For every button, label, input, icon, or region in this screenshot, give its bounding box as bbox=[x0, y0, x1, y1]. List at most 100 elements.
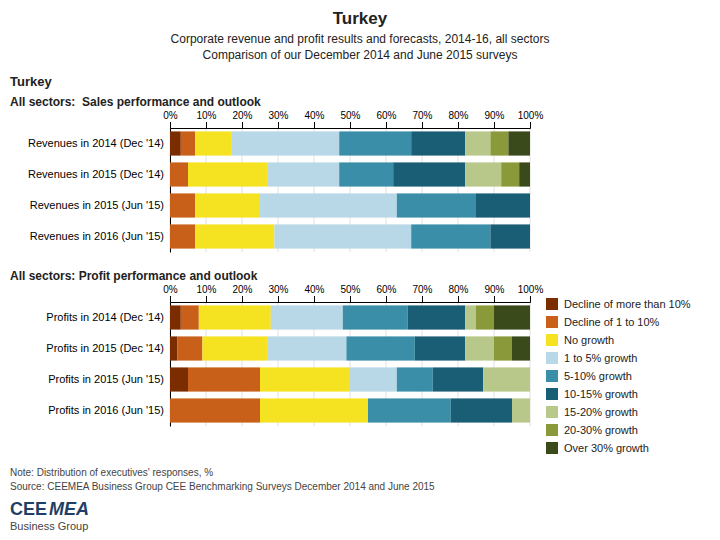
series bbox=[170, 131, 181, 155]
subtitle: Corporate revenue and profit results and… bbox=[171, 32, 550, 46]
x-axis: 0%10%20%30%40%50%60%70%80%90%100% bbox=[163, 110, 543, 129]
x-tick-mark bbox=[458, 296, 459, 302]
bar-segment bbox=[188, 367, 260, 391]
bar-segment bbox=[271, 305, 343, 329]
y-tick: Revenues in 2016 (Jun '15) bbox=[30, 230, 170, 242]
x-tick: 50% bbox=[340, 284, 360, 302]
x-tick-label: 60% bbox=[376, 284, 396, 295]
bar-segment bbox=[530, 224, 531, 248]
legend-swatch bbox=[546, 334, 558, 346]
bar-segment bbox=[368, 398, 451, 422]
bar-segment bbox=[476, 305, 494, 329]
plot: 0%10%20%30%40%50%60%70%80%90%100%Profits… bbox=[46, 284, 543, 427]
chart-title: All sectors: Profit performance and outl… bbox=[10, 269, 258, 283]
x-tick-mark bbox=[494, 296, 495, 302]
legend-item: Over 30% growth bbox=[546, 442, 649, 454]
y-tick-label: Profits in 2014 (Dec '14) bbox=[46, 311, 164, 323]
bar-segment bbox=[350, 367, 397, 391]
legend-item: 10-15% growth bbox=[546, 388, 638, 400]
x-tick: 60% bbox=[376, 110, 396, 128]
x-tick-label: 30% bbox=[268, 110, 288, 121]
legend-label: 20-30% growth bbox=[564, 424, 638, 436]
x-tick-mark bbox=[170, 296, 171, 302]
y-tick-label: Profits in 2015 (Jun '15) bbox=[48, 373, 164, 385]
x-tick-label: 40% bbox=[304, 284, 324, 295]
legend-label: Decline of 1 to 10% bbox=[564, 316, 660, 328]
x-tick-mark bbox=[530, 296, 531, 302]
bar-segment bbox=[519, 162, 530, 186]
x-tick-mark bbox=[242, 296, 243, 302]
bar-segment bbox=[195, 224, 274, 248]
legend-swatch bbox=[546, 442, 558, 454]
bar-segment bbox=[393, 162, 465, 186]
x-tick: 70% bbox=[412, 284, 432, 302]
bar-segment bbox=[415, 336, 465, 360]
logo-subtext: Business Group bbox=[10, 520, 88, 532]
x-tick-mark bbox=[422, 122, 423, 128]
legend-swatch bbox=[546, 352, 558, 364]
x-tick: 30% bbox=[268, 110, 288, 128]
bar-segment bbox=[476, 193, 530, 217]
grid bbox=[170, 128, 530, 252]
x-tick-mark bbox=[350, 122, 351, 128]
y-tick-label: Revenues in 2014 (Dec '14) bbox=[28, 137, 164, 149]
x-tick: 50% bbox=[340, 110, 360, 128]
x-tick-label: 0% bbox=[163, 110, 178, 121]
series bbox=[393, 131, 530, 248]
y-axis: Revenues in 2014 (Dec '14) Revenues in 20… bbox=[28, 129, 171, 253]
legend-label: Decline of more than 10% bbox=[564, 298, 691, 310]
x-tick-mark bbox=[422, 296, 423, 302]
series bbox=[494, 305, 530, 360]
legend-swatch bbox=[546, 298, 558, 310]
legend-label: 10-15% growth bbox=[564, 388, 638, 400]
bar-segment bbox=[465, 162, 501, 186]
x-tick-mark bbox=[242, 122, 243, 128]
bar-segment bbox=[530, 224, 531, 248]
bar-segment bbox=[530, 367, 531, 391]
bar-segment bbox=[530, 193, 531, 217]
bar-segment bbox=[343, 305, 408, 329]
legend-swatch bbox=[546, 370, 558, 382]
chart-title: All sectors: Sales performance and outlo… bbox=[10, 95, 261, 109]
x-tick: 10% bbox=[196, 284, 216, 302]
logo-text: CEE bbox=[10, 499, 47, 519]
y-tick-label: Revenues in 2015 (Jun '15) bbox=[30, 199, 164, 211]
x-tick-mark bbox=[458, 122, 459, 128]
source: Source: CEEMEA Business Group CEE Benchm… bbox=[10, 481, 435, 492]
bar-segment bbox=[512, 398, 530, 422]
x-tick: 0% bbox=[163, 284, 178, 302]
legend-swatch bbox=[546, 388, 558, 400]
legend-item: 5-10% growth bbox=[546, 370, 632, 382]
x-tick-mark bbox=[314, 122, 315, 128]
x-tick: 60% bbox=[376, 284, 396, 302]
title: Turkey bbox=[333, 9, 388, 28]
bar-segment bbox=[408, 305, 466, 329]
x-tick-mark bbox=[206, 122, 207, 128]
x-tick-label: 50% bbox=[340, 110, 360, 121]
x-tick-label: 70% bbox=[412, 284, 432, 295]
x-tick-mark bbox=[314, 296, 315, 302]
legend-label: No growth bbox=[564, 334, 614, 346]
bar-segment bbox=[530, 224, 531, 248]
x-axis: 0%10%20%30%40%50%60%70%80%90%100% bbox=[163, 284, 543, 303]
legend-label: 1 to 5% growth bbox=[564, 352, 637, 364]
series bbox=[508, 131, 530, 186]
x-tick: 80% bbox=[448, 110, 468, 128]
bar-segment bbox=[530, 193, 531, 217]
x-tick: 0% bbox=[163, 110, 178, 128]
x-tick-label: 0% bbox=[163, 284, 178, 295]
series bbox=[339, 131, 490, 248]
x-tick: 70% bbox=[412, 110, 432, 128]
y-tick-label: Revenues in 2016 (Jun '15) bbox=[30, 230, 164, 242]
bar-segment bbox=[339, 131, 411, 155]
x-tick: 100% bbox=[518, 284, 544, 302]
bar-segment bbox=[188, 162, 267, 186]
x-tick-label: 100% bbox=[518, 284, 544, 295]
y-tick-label: Revenues in 2015 (Dec '14) bbox=[28, 168, 164, 180]
bar-segment bbox=[501, 162, 519, 186]
bar-segment bbox=[451, 398, 512, 422]
legend: Decline of more than 10% Decline of 1 to … bbox=[546, 298, 691, 454]
bar-segment bbox=[267, 162, 339, 186]
series bbox=[199, 305, 368, 422]
plot: 0%10%20%30%40%50%60%70%80%90%100%Revenue… bbox=[28, 110, 543, 253]
